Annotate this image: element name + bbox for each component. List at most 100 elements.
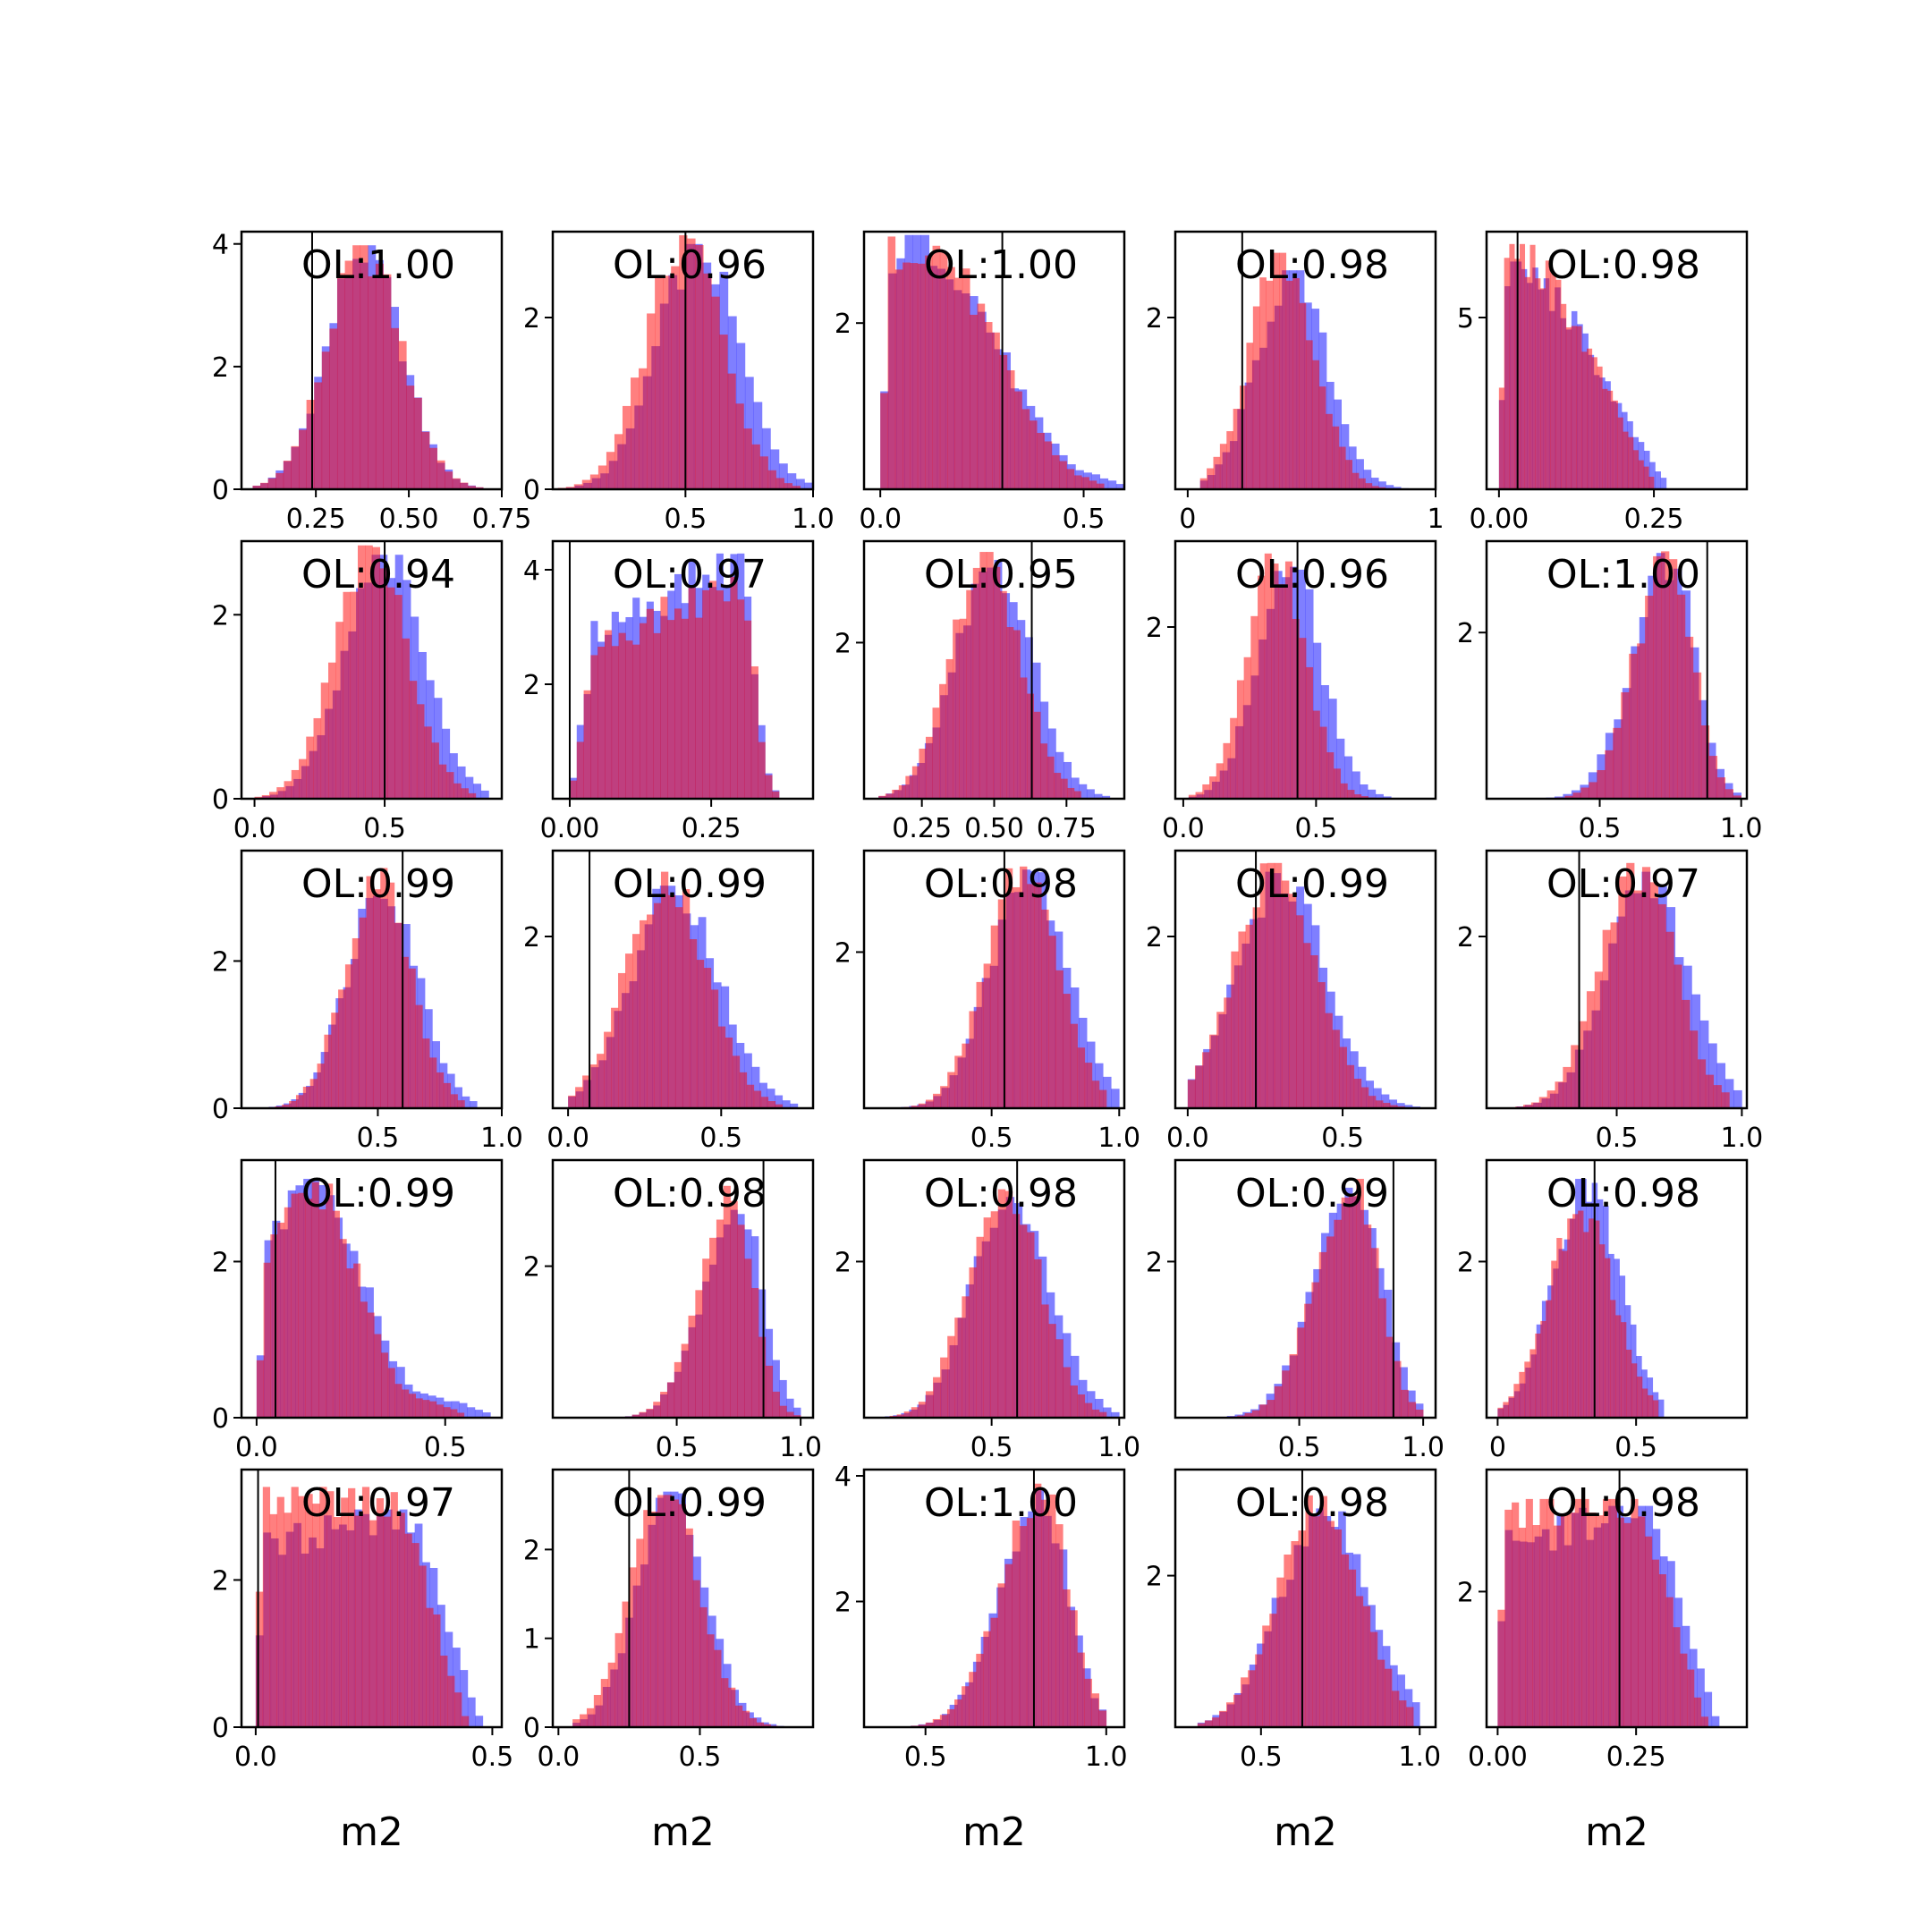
red-bar <box>306 736 314 799</box>
x-tick-label: 0.25 <box>682 813 741 844</box>
red-bar <box>903 1411 912 1418</box>
red-bar <box>1612 400 1618 489</box>
red-bar <box>724 1038 733 1108</box>
red-bar <box>1680 1653 1688 1727</box>
red-bar <box>1596 1515 1604 1727</box>
x-tick-label: 0.5 <box>1614 1432 1657 1463</box>
blue-bar <box>1356 459 1364 489</box>
red-bar <box>415 1004 423 1108</box>
red-bar <box>263 1262 271 1418</box>
red-bar <box>431 742 439 799</box>
red-bar <box>1318 982 1326 1108</box>
blue-bar <box>1352 771 1360 799</box>
red-bar <box>1098 1411 1107 1418</box>
red-bar <box>1224 997 1232 1108</box>
red-bar <box>1623 431 1629 489</box>
red-bar <box>687 238 696 489</box>
red-bar <box>1523 1105 1532 1108</box>
red-bar <box>653 1402 661 1418</box>
blue-bar <box>1381 1094 1390 1108</box>
subplot-3-1: 0 2 0.5 1.0 OL:0.99 <box>212 849 523 1154</box>
red-bar <box>772 1391 780 1418</box>
plot-area <box>1187 851 1420 1108</box>
red-bar <box>394 922 402 1108</box>
blue-bar <box>1111 1411 1120 1418</box>
red-bar <box>1006 627 1014 799</box>
x-tick-label: 0.5 <box>970 1123 1013 1154</box>
red-bar <box>969 1672 977 1727</box>
red-bar <box>1555 279 1562 489</box>
red-bar <box>1589 782 1597 799</box>
blue-bar <box>452 1648 461 1727</box>
red-bar <box>1027 693 1034 799</box>
subplot-5-1: 0 2 0.0 0.5 OL:0.97 <box>212 1468 513 1773</box>
red-bar <box>1041 1499 1049 1727</box>
red-bar <box>374 1334 382 1418</box>
overlap-label: OL:0.98 <box>1235 1480 1389 1526</box>
red-bar <box>1602 388 1608 489</box>
red-bar <box>939 683 946 799</box>
red-bar <box>631 377 640 489</box>
red-bar <box>1027 1232 1035 1418</box>
red-bar <box>1535 278 1541 489</box>
overlap-label: OL:0.99 <box>1235 1171 1389 1216</box>
blue-bar <box>1328 699 1337 799</box>
subplot-1-3: 2 0.0 0.5 OL:1.00 <box>835 230 1126 535</box>
red-bar <box>1063 1367 1071 1418</box>
red-bar <box>1305 340 1313 489</box>
axes-frame <box>1485 230 1749 491</box>
red-bar <box>1626 862 1635 1108</box>
red-bar <box>679 235 688 489</box>
blue-bar <box>467 1407 476 1418</box>
red-bar <box>1406 1707 1414 1727</box>
red-bar <box>299 429 307 489</box>
red-bar <box>674 608 682 799</box>
x-tick-label: 0.00 <box>1468 1741 1528 1773</box>
x-tick-label: 0.5 <box>664 504 707 535</box>
red-bar <box>763 1724 771 1727</box>
overlap-label: OL:0.97 <box>613 552 767 597</box>
red-bar <box>1583 1232 1589 1418</box>
red-bar <box>945 658 953 799</box>
axes-frame <box>240 230 504 491</box>
red-bar <box>707 1634 715 1727</box>
red-bar <box>723 601 731 799</box>
red-bar <box>611 646 619 799</box>
red-bar <box>775 478 784 489</box>
red-bar <box>1259 1404 1267 1418</box>
red-bar <box>1284 1555 1292 1727</box>
red-bar <box>1572 1214 1579 1418</box>
red-bar <box>581 479 591 489</box>
red-bar <box>1525 1498 1533 1727</box>
red-bar <box>1690 1030 1699 1108</box>
red-bar <box>1653 555 1662 799</box>
red-bar <box>749 1717 758 1727</box>
red-bar <box>1310 954 1318 1108</box>
red-bar <box>372 547 381 799</box>
subplot-5-5: 2 0.00 0.25 OL:0.98 <box>1457 1468 1749 1773</box>
red-bar <box>436 460 445 489</box>
red-bar <box>1632 450 1640 489</box>
red-bar <box>1665 1597 1674 1727</box>
red-bar <box>1070 1385 1078 1418</box>
overlap-label: OL:0.96 <box>613 242 767 288</box>
red-bar <box>1359 478 1366 489</box>
red-bar <box>1587 348 1593 489</box>
x-tick-label: 0.0 <box>233 813 276 844</box>
red-bar <box>1091 1409 1100 1418</box>
red-bar <box>702 1258 710 1418</box>
red-bar <box>1355 1596 1364 1727</box>
red-bar <box>284 781 292 799</box>
red-bar <box>305 1494 313 1727</box>
red-bar <box>1218 1710 1227 1727</box>
red-bar <box>1645 596 1654 799</box>
red-bar <box>1613 727 1622 799</box>
red-bar <box>1356 1178 1364 1418</box>
red-bar <box>1561 303 1567 489</box>
blue-bar <box>795 479 805 489</box>
red-bar <box>1187 1080 1196 1108</box>
red-bar <box>1378 1298 1386 1418</box>
red-bar <box>1252 306 1260 489</box>
red-bar <box>1084 1678 1092 1727</box>
red-bar <box>424 726 432 799</box>
